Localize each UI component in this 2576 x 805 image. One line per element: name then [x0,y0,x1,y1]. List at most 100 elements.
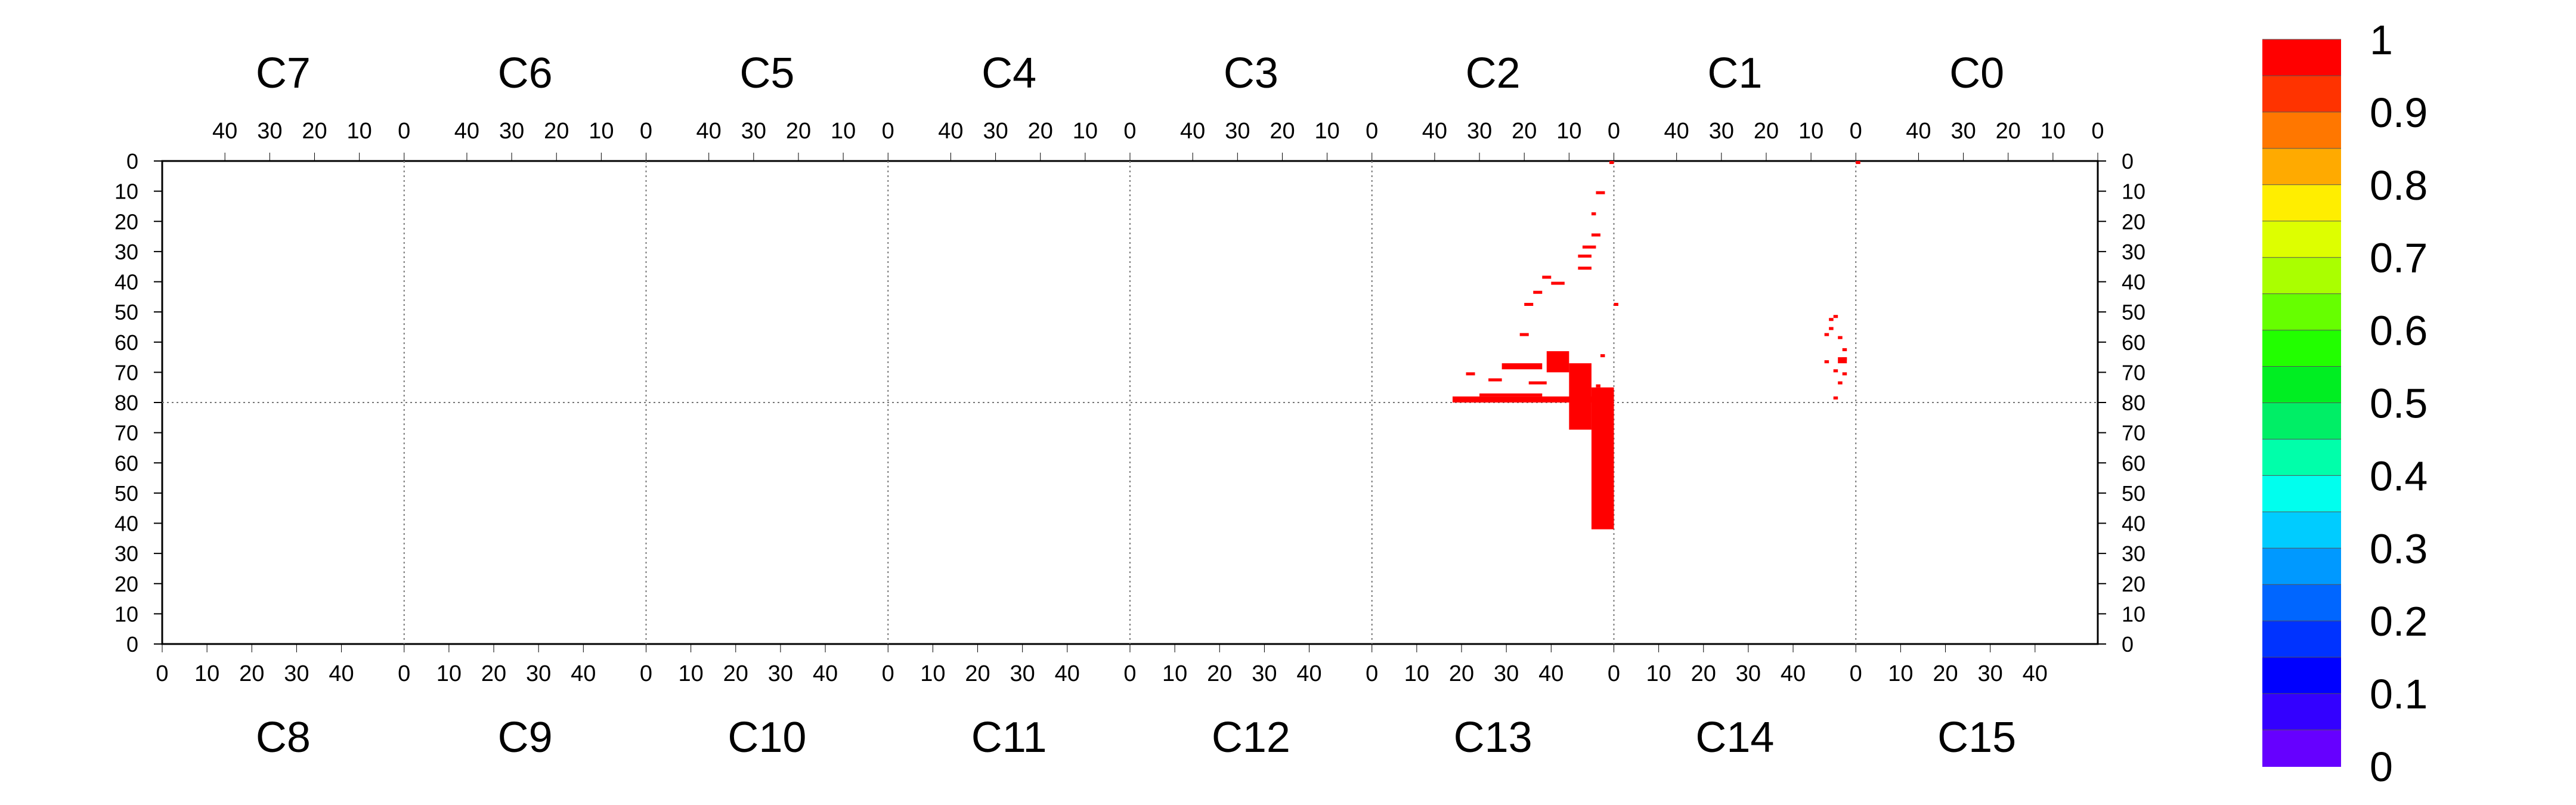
data-cell [1824,360,1829,364]
data-cell [1488,378,1502,382]
bottom-tick-label: 40 [2023,661,2048,686]
color-swatch [2262,402,2341,440]
top-tick-label: 0 [640,119,652,144]
chip-label-top: C4 [982,49,1036,97]
color-swatch [2262,548,2341,586]
chip-label-top: C5 [739,49,794,97]
bottom-tick-label: 40 [1296,661,1321,686]
bottom-tick-label: 0 [882,661,894,686]
color-swatch [2262,584,2341,622]
y-tick-label: 50 [2122,300,2145,324]
chip-label-bottom: C12 [1212,714,1290,761]
bottom-tick-label: 30 [526,661,551,686]
bottom-tick-label: 0 [1366,661,1378,686]
color-swatch [2262,75,2341,113]
y-tick-label: 40 [114,512,138,536]
color-swatch [2262,112,2341,149]
top-tick-label: 0 [1366,119,1378,144]
data-cell [1614,302,1619,306]
y-tick-label: 20 [114,572,138,596]
axes: 40 30 20 10 0 0 10 20 30 40 40 30 20 10 0 0 10 20 30 40 40 30… [114,119,2145,686]
top-tick-label: 10 [1314,119,1339,144]
color-scale-label: 1 [2370,17,2393,63]
chip-label-top: C7 [256,49,311,97]
bottom-tick-label: 0 [398,661,410,686]
chip-label-bottom: C10 [727,714,806,761]
chip-label-top: C3 [1224,49,1278,97]
y-tick-label: 50 [114,481,138,506]
y-tick-label: 0 [126,149,138,174]
y-tick-label: 40 [2122,512,2145,536]
data-cell [1479,393,1543,397]
y-tick-label: 80 [2122,391,2145,415]
chip-label-bottom: C8 [256,714,311,761]
data-cell [1578,267,1592,270]
top-tick-label: 20 [1996,119,2021,144]
bottom-tick-label: 30 [1010,661,1035,686]
top-tick-label: 40 [1180,119,1205,144]
top-tick-label: 10 [1798,119,1823,144]
bottom-tick-label: 20 [1449,661,1474,686]
y-tick-label: 0 [2122,632,2134,657]
data-cell [1591,212,1596,216]
color-swatch [2262,257,2341,295]
color-swatch [2262,39,2341,76]
bottom-tick-label: 20 [723,661,748,686]
data-cell [1453,396,1614,402]
data-cell [1591,387,1614,530]
bottom-tick-label: 10 [1162,661,1187,686]
data-cell [1838,381,1843,385]
color-swatch [2262,221,2341,258]
data-cell [1569,363,1592,430]
bottom-tick-label: 0 [156,661,168,686]
y-tick-label: 10 [2122,602,2145,626]
top-tick-label: 10 [1556,119,1581,144]
color-swatch [2262,184,2341,222]
top-tick-label: 40 [454,119,479,144]
data-cell [1829,327,1834,330]
chip-label-top: C0 [1949,49,2004,97]
color-swatch [2262,693,2341,731]
color-scale-label: 0.6 [2370,308,2428,354]
bottom-tick-label: 30 [1494,661,1519,686]
chip-label-bottom: C13 [1454,714,1532,761]
data-cell [1596,191,1605,194]
top-tick-label: 20 [1270,119,1295,144]
color-swatch [2262,621,2341,658]
bottom-tick-label: 0 [1850,661,1862,686]
bottom-tick-label: 20 [1691,661,1716,686]
data-cell [1578,254,1592,258]
bottom-tick-label: 20 [481,661,506,686]
data-cell [1829,318,1834,321]
top-tick-label: 30 [1709,119,1734,144]
y-tick-label: 30 [2122,541,2145,566]
chip-label-bottom: C14 [1695,714,1774,761]
bottom-tick-label: 40 [1781,661,1806,686]
data-cell [1466,372,1475,376]
top-tick-label: 20 [1754,119,1779,144]
data-cell [1824,333,1829,336]
bottom-tick-label: 40 [329,661,354,686]
color-scale-label: 0.4 [2370,453,2428,499]
bottom-tick-label: 20 [239,661,264,686]
data-cell [1833,315,1838,318]
color-swatch [2262,657,2341,695]
y-tick-label: 0 [2122,149,2134,174]
y-tick-label: 60 [114,451,138,475]
bottom-tick-label: 40 [1538,661,1563,686]
top-tick-label: 40 [212,119,237,144]
bottom-tick-label: 10 [194,661,219,686]
bottom-tick-label: 40 [1055,661,1080,686]
color-swatch [2262,512,2341,549]
y-tick-label: 30 [114,240,138,264]
chip-label-top: C2 [1466,49,1521,97]
bottom-tick-label: 10 [920,661,945,686]
data-cell [1600,354,1605,358]
top-tick-label: 40 [1664,119,1689,144]
bottom-tick-label: 10 [436,661,462,686]
top-tick-label: 0 [1850,119,1862,144]
top-tick-label: 20 [1512,119,1537,144]
data-cell [1528,381,1547,385]
data-cells [1453,161,1860,530]
